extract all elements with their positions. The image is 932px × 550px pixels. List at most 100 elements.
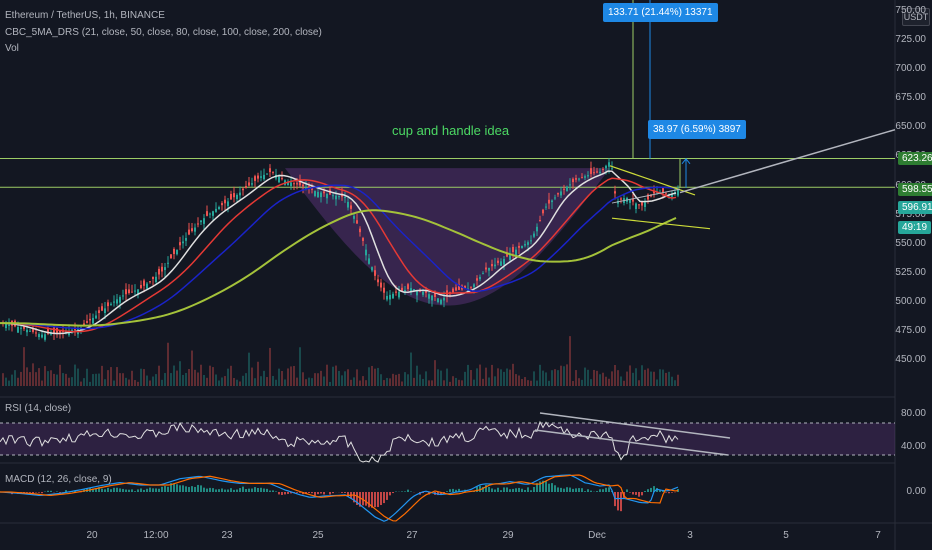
volume-bar bbox=[23, 347, 25, 386]
macd-hist-bar bbox=[110, 489, 112, 492]
volume-bar bbox=[200, 364, 202, 386]
volume-bar bbox=[44, 366, 46, 386]
macd-hist-bar bbox=[671, 492, 673, 493]
handle-lower bbox=[611, 217, 711, 230]
macd-hist-bar bbox=[422, 492, 424, 494]
volume-bar bbox=[644, 369, 646, 386]
candle-body bbox=[137, 289, 139, 295]
volume-bar bbox=[236, 379, 238, 386]
candle-body bbox=[404, 289, 406, 293]
candle-body bbox=[302, 184, 304, 187]
volume-bar bbox=[5, 377, 7, 386]
volume-bar bbox=[230, 365, 232, 386]
candle-body bbox=[95, 315, 97, 319]
volume-bar bbox=[467, 364, 469, 386]
macd-hist-bar bbox=[653, 486, 655, 492]
candle-body bbox=[269, 168, 271, 173]
candle-body bbox=[500, 261, 502, 266]
candle-body bbox=[434, 291, 436, 297]
candle-body bbox=[593, 172, 595, 174]
candle-body bbox=[440, 299, 442, 304]
volume-bar bbox=[515, 374, 517, 386]
macd-label[interactable]: MACD (12, 26, close, 9) bbox=[5, 474, 112, 485]
macd-hist-bar bbox=[113, 487, 115, 492]
volume-bar bbox=[209, 365, 211, 386]
macd-hist-bar bbox=[482, 486, 484, 492]
candle-body bbox=[221, 203, 223, 206]
currency-label[interactable]: USDT bbox=[902, 8, 930, 26]
macd-hist-bar bbox=[38, 492, 40, 493]
macd-hist-bar bbox=[275, 491, 277, 492]
macd-hist-bar bbox=[155, 488, 157, 492]
macd-hist-bar bbox=[65, 490, 67, 492]
volume-bar bbox=[485, 367, 487, 386]
macd-hist-bar bbox=[455, 489, 457, 492]
volume-bar bbox=[17, 377, 19, 386]
volume-legend[interactable]: Vol bbox=[5, 43, 19, 54]
handle-upper bbox=[609, 165, 696, 196]
candle-body bbox=[125, 289, 127, 295]
candle-body bbox=[407, 284, 409, 290]
candle-body bbox=[215, 208, 217, 212]
macd-hist-bar bbox=[644, 490, 646, 492]
candle-body bbox=[527, 242, 529, 245]
candle-body bbox=[575, 178, 577, 180]
volume-bar bbox=[107, 370, 109, 386]
time-tick: 23 bbox=[221, 530, 233, 541]
macd-hist-bar bbox=[506, 487, 508, 492]
volume-bar bbox=[341, 375, 343, 386]
volume-bar bbox=[338, 370, 340, 386]
volume-bar bbox=[488, 377, 490, 386]
volume-bar bbox=[398, 373, 400, 386]
candle-body bbox=[161, 266, 163, 272]
price-tick: 750.00 bbox=[895, 4, 926, 16]
volume-bar bbox=[284, 379, 286, 386]
macd-hist-bar bbox=[629, 492, 631, 493]
volume-bar bbox=[221, 377, 223, 386]
macd-hist-bar bbox=[572, 488, 574, 492]
candle-body bbox=[509, 254, 511, 260]
volume-bar bbox=[170, 373, 172, 386]
volume-bar bbox=[26, 367, 28, 386]
volume-bar bbox=[41, 380, 43, 386]
symbol-legend[interactable]: Ethereum / TetherUS, 1h, BINANCE bbox=[5, 10, 165, 21]
macd-hist-bar bbox=[305, 492, 307, 494]
macd-hist-bar bbox=[257, 488, 259, 492]
macd-hist-bar bbox=[218, 489, 220, 492]
volume-bar bbox=[224, 376, 226, 386]
volume-bar bbox=[530, 380, 532, 386]
time-tick: 20 bbox=[86, 530, 98, 541]
indicator-legend[interactable]: CBC_5MA_DRS (21, close, 50, close, 80, c… bbox=[5, 27, 322, 38]
volume-bar bbox=[428, 380, 430, 386]
time-tick: 25 bbox=[312, 530, 324, 541]
volume-bar bbox=[605, 376, 607, 386]
candle-body bbox=[557, 193, 559, 195]
candle-body bbox=[92, 317, 94, 324]
volume-bar bbox=[371, 365, 373, 386]
macd-hist-bar bbox=[530, 490, 532, 492]
candle-body bbox=[104, 308, 106, 314]
candle-body bbox=[569, 184, 571, 186]
candle-body bbox=[65, 331, 67, 333]
last-price-badge: 596.91 bbox=[898, 201, 932, 214]
volume-bar bbox=[524, 377, 526, 386]
volume-bar bbox=[8, 380, 10, 386]
volume-bar bbox=[581, 379, 583, 386]
candle-body bbox=[26, 329, 28, 333]
volume-bar bbox=[503, 371, 505, 386]
rsi-label[interactable]: RSI (14, close) bbox=[5, 403, 72, 414]
macd-hist-bar bbox=[377, 492, 379, 508]
candle-body bbox=[89, 318, 91, 321]
candle-body bbox=[548, 199, 550, 204]
candle-body bbox=[572, 178, 574, 183]
macd-hist-bar bbox=[251, 488, 253, 492]
macd-hist-bar bbox=[500, 490, 502, 492]
volume-bar bbox=[491, 364, 493, 386]
macd-hist-bar bbox=[647, 489, 649, 492]
volume-bar bbox=[395, 374, 397, 386]
candle-body bbox=[338, 196, 340, 198]
macd-hist-bar bbox=[266, 488, 268, 492]
candle-body bbox=[608, 162, 610, 167]
volume-bar bbox=[596, 370, 598, 386]
